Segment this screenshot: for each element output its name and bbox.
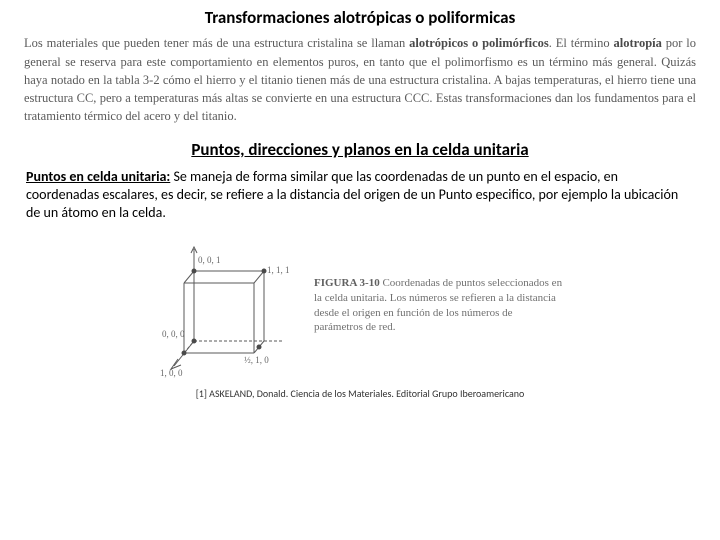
- label-100: 1, 0, 0: [160, 368, 183, 378]
- figure-row: 0, 0, 1 1, 1, 1 0, 0, 0 ½, 1, 0 1, 0, 0 …: [20, 231, 700, 381]
- unit-cell-diagram: 0, 0, 1 1, 1, 1 0, 0, 0 ½, 1, 0 1, 0, 0: [156, 231, 296, 381]
- body-lead: Puntos en celda unitaria:: [26, 168, 170, 185]
- body-paragraph: Puntos en celda unitaria: Se maneja de f…: [26, 168, 694, 223]
- point-half: [257, 344, 262, 349]
- citation: [1] ASKELAND, Donald. Ciencia de los Mat…: [20, 387, 700, 400]
- scan-bold-2: alotropía: [613, 36, 661, 50]
- figure-caption: FIGURA 3-10 Coordenadas de puntos selecc…: [314, 276, 564, 335]
- point-000: [192, 338, 197, 343]
- point-111: [262, 268, 267, 273]
- point-100: [182, 350, 187, 355]
- heading-allotropic: Transformaciones alotrópicas o poliformi…: [200, 8, 520, 28]
- figure-caption-label: FIGURA 3-10: [314, 277, 380, 289]
- label-001: 0, 0, 1: [198, 255, 221, 265]
- point-001: [192, 268, 197, 273]
- heading-points: Puntos, direcciones y planos en la celda…: [20, 139, 700, 160]
- label-half: ½, 1, 0: [244, 355, 269, 365]
- scanned-paragraph: Los materiales que pueden tener más de u…: [24, 34, 696, 125]
- label-000: 0, 0, 0: [162, 329, 185, 339]
- label-111: 1, 1, 1: [267, 265, 290, 275]
- scan-text-c: . El término: [549, 36, 614, 50]
- scan-bold-1: alotrópicos o polimórficos: [409, 36, 549, 50]
- scan-text-a: Los materiales que pueden tener más de u…: [24, 36, 409, 50]
